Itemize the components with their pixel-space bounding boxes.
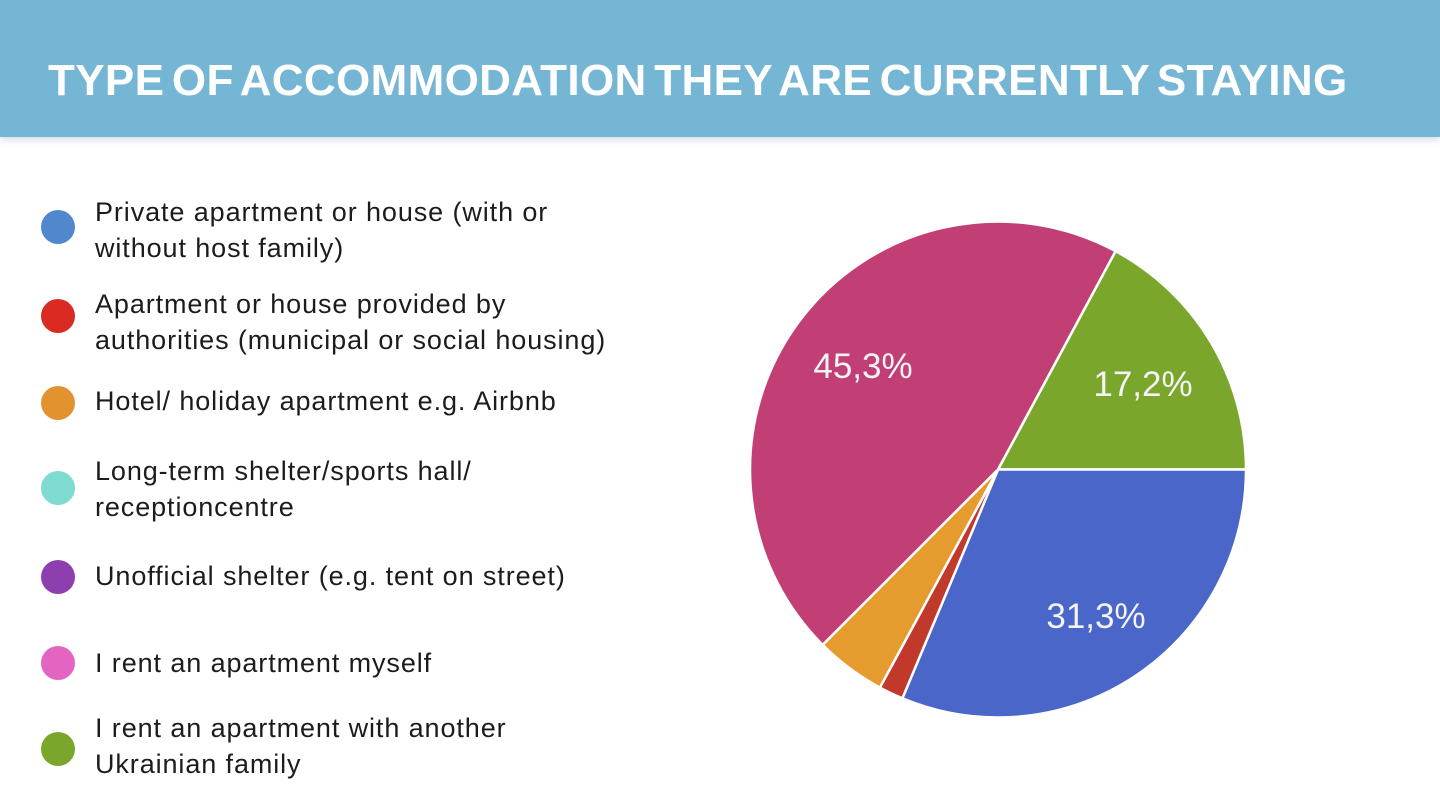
svg-text:45,3%: 45,3%: [813, 347, 912, 386]
svg-text:17,2%: 17,2%: [1093, 365, 1192, 404]
svg-text:31,3%: 31,3%: [1046, 597, 1145, 636]
